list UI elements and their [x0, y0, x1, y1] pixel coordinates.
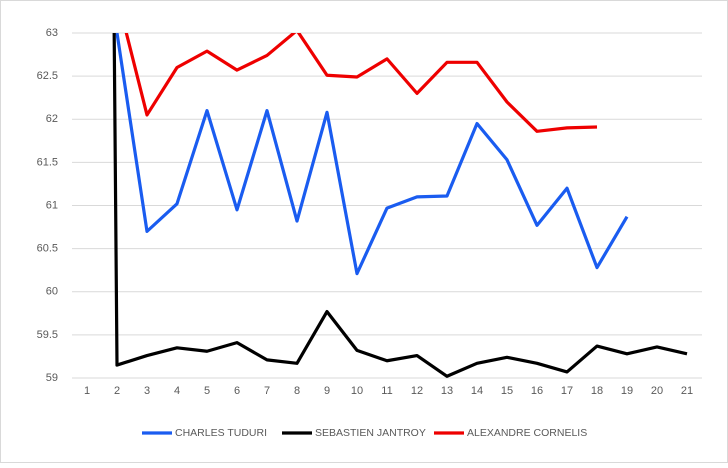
- x-tick-label: 2: [114, 385, 120, 397]
- x-tick-label: 13: [441, 385, 453, 397]
- y-tick-label: 61: [46, 199, 58, 211]
- x-tick-label: 14: [471, 385, 483, 397]
- x-tick-label: 10: [351, 385, 363, 397]
- y-tick-label: 59: [46, 372, 58, 384]
- legend-label: SEBASTIEN JANTROY: [315, 427, 426, 439]
- x-tick-label: 17: [561, 385, 573, 397]
- x-tick-label: 19: [621, 385, 633, 397]
- legend-label: ALEXANDRE CORNELIS: [467, 427, 587, 439]
- y-tick-label: 63: [46, 27, 58, 39]
- x-tick-label: 11: [381, 385, 392, 397]
- legend-label: CHARLES TUDURI: [175, 427, 267, 439]
- x-tick-label: 7: [264, 385, 270, 397]
- plot-area: [112, 33, 688, 378]
- x-tick-label: 15: [501, 385, 513, 397]
- series-line: [115, 33, 629, 276]
- x-tick-label: 9: [324, 385, 330, 397]
- x-tick-label: 18: [591, 385, 603, 397]
- x-tick-label: 6: [234, 385, 240, 397]
- y-tick-label: 59.5: [37, 329, 58, 341]
- x-tick-label: 21: [681, 385, 693, 397]
- x-tick-label: 8: [294, 385, 300, 397]
- series-line: [124, 33, 598, 133]
- y-tick-label: 62: [46, 113, 58, 125]
- y-tick-label: 61.5: [37, 156, 58, 168]
- x-tick-label: 12: [411, 385, 423, 397]
- y-tick-label: 60.5: [37, 243, 58, 255]
- y-tick-label: 62.5: [37, 70, 58, 82]
- x-tick-label: 1: [84, 385, 90, 397]
- x-tick-label: 5: [204, 385, 210, 397]
- x-tick-label: 4: [174, 385, 180, 397]
- y-tick-label: 60: [46, 286, 58, 298]
- series-line: [112, 33, 688, 378]
- x-tick-label: 16: [531, 385, 543, 397]
- x-tick-label: 3: [144, 385, 150, 397]
- x-tick-label: 20: [651, 385, 663, 397]
